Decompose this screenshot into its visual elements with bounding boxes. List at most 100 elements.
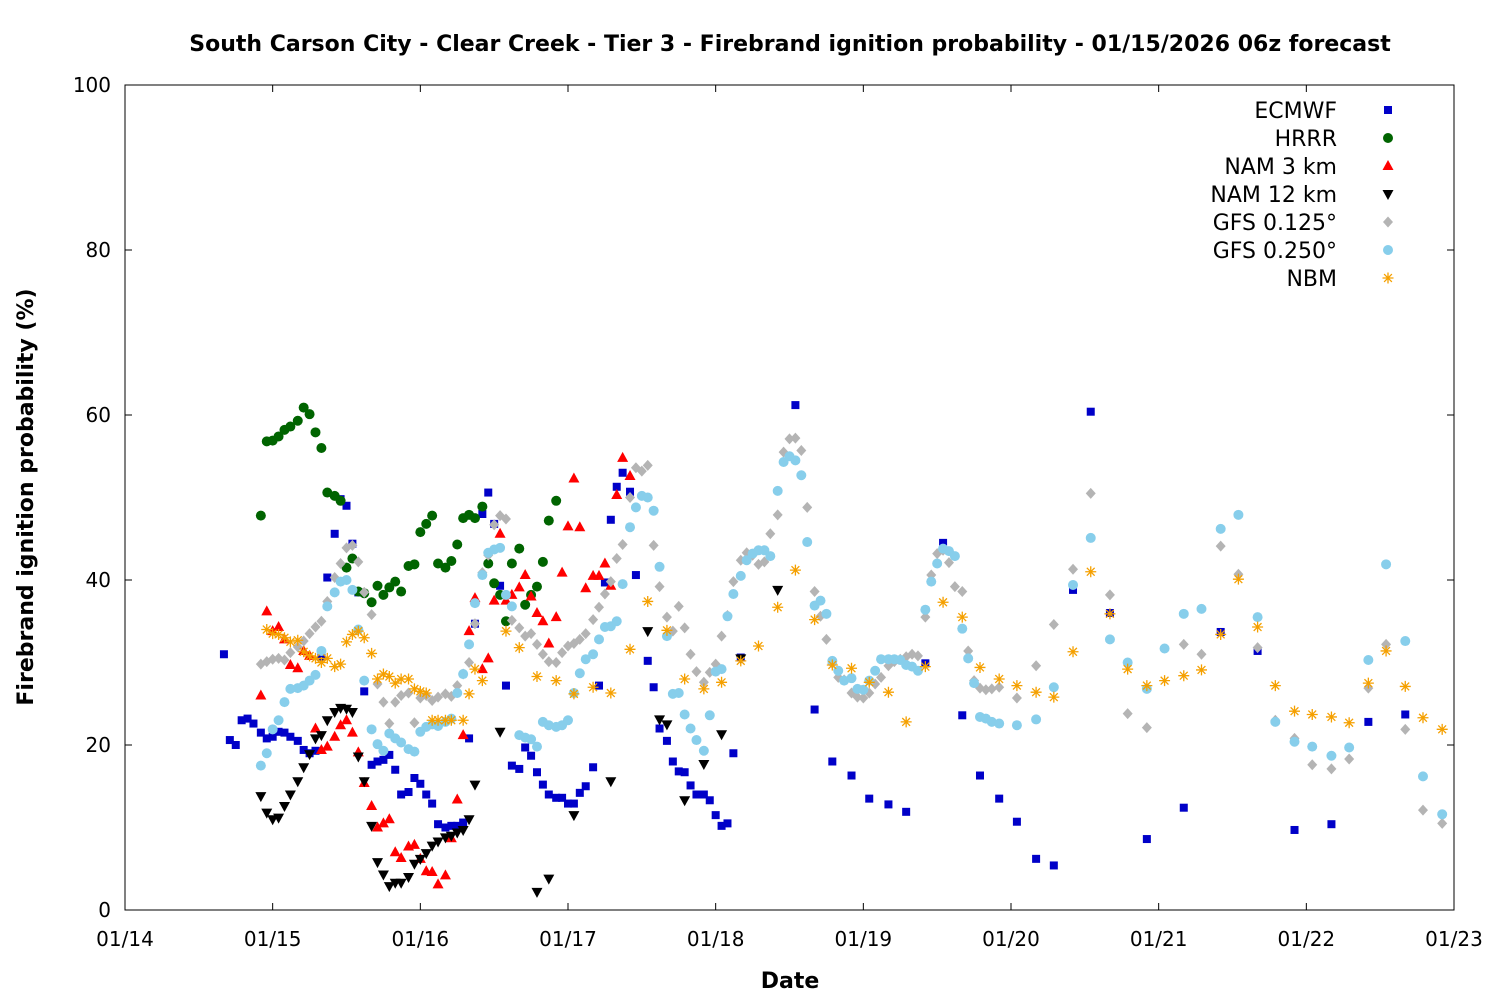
- data-point-gfs-0-125: [858, 692, 869, 704]
- data-point-nam-12-km: [661, 720, 673, 731]
- data-point-nbm: [752, 640, 764, 652]
- data-point-nam-12-km: [304, 750, 316, 761]
- data-point-nbm: [1252, 621, 1264, 633]
- data-point-ecmwf: [317, 652, 326, 661]
- data-point-gfs-0-125: [1085, 487, 1096, 499]
- data-point-nbm: [1030, 686, 1042, 698]
- data-point-nbm: [267, 628, 279, 640]
- data-point-nam-3-km: [556, 566, 568, 577]
- data-point-ecmwf: [810, 705, 819, 714]
- data-point-gfs-0-125: [772, 509, 783, 521]
- data-point-nbm: [587, 681, 599, 693]
- data-point-nam-12-km: [445, 831, 457, 842]
- legend-label-nbm: NBM: [1286, 267, 1337, 292]
- data-point-hrrr: [372, 580, 383, 591]
- data-point-nbm: [383, 671, 395, 683]
- data-point-nbm: [698, 683, 710, 695]
- data-point-nbm: [445, 714, 457, 726]
- data-point-nbm: [919, 661, 931, 673]
- data-point-nbm: [1362, 677, 1374, 689]
- data-point-gfs-0-125: [852, 691, 863, 703]
- series-layer: [219, 401, 1448, 898]
- data-point-gfs-0-250: [396, 737, 407, 748]
- data-point-nam-3-km: [568, 472, 580, 483]
- x-tick-label: 01/19: [835, 927, 893, 951]
- data-point-gfs-0-250: [409, 746, 420, 757]
- data-point-gfs-0-125: [335, 558, 346, 569]
- data-point-nbm: [513, 642, 525, 654]
- data-point-gfs-0-250: [574, 668, 585, 679]
- data-point-nbm: [389, 677, 401, 689]
- data-point-gfs-0-125: [648, 539, 659, 551]
- data-point-gfs-0-125: [310, 621, 321, 633]
- data-point-nam-3-km: [519, 569, 531, 580]
- data-point-nbm: [366, 647, 378, 659]
- data-point-ecmwf: [600, 578, 609, 587]
- data-point-nam-3-km: [432, 878, 444, 889]
- data-point-ecmwf: [902, 807, 911, 816]
- data-point-nam-3-km: [261, 605, 273, 616]
- data-point-gfs-0-125: [679, 622, 690, 634]
- data-point-nam-12-km: [329, 708, 341, 718]
- data-point-ecmwf: [330, 529, 339, 538]
- data-point-gfs-0-250: [1159, 643, 1170, 654]
- data-point-gfs-0-125: [506, 614, 517, 626]
- data-point-ecmwf: [884, 800, 893, 809]
- data-point-nbm: [1269, 680, 1281, 692]
- data-point-nam-3-km: [439, 869, 451, 880]
- data-point-nam-3-km: [426, 866, 438, 877]
- data-point-gfs-0-250: [920, 604, 931, 615]
- x-tick-label: 01/18: [687, 927, 745, 951]
- data-point-gfs-0-125: [396, 690, 407, 701]
- series-nbm: [261, 564, 1448, 735]
- data-point-gfs-0-250: [741, 555, 752, 566]
- x-tick-label: 01/21: [1130, 927, 1188, 951]
- data-point-gfs-0-125: [802, 501, 813, 513]
- data-point-nbm: [500, 625, 512, 637]
- data-point-ecmwf: [410, 774, 419, 782]
- data-point-ecmwf: [595, 681, 604, 690]
- data-point-ecmwf: [791, 401, 800, 410]
- legend-marker-nbm: [1382, 272, 1394, 284]
- data-point-ecmwf: [958, 711, 967, 720]
- legend-marker-ecmwf: [1384, 106, 1392, 114]
- data-point-nbm: [624, 643, 636, 655]
- data-point-gfs-0-250: [772, 485, 783, 496]
- data-point-hrrr: [520, 599, 531, 610]
- data-point-gfs-0-125: [1381, 638, 1392, 650]
- data-point-nbm: [414, 685, 426, 697]
- data-point-gfs-0-250: [1363, 655, 1374, 666]
- data-point-gfs-0-125: [605, 576, 616, 588]
- data-point-hrrr: [316, 443, 327, 453]
- data-point-gfs-0-250: [1085, 532, 1096, 543]
- data-point-gfs-0-125: [920, 611, 931, 623]
- data-point-gfs-0-250: [858, 684, 869, 695]
- data-point-nbm: [1325, 711, 1337, 723]
- data-point-hrrr: [440, 562, 451, 573]
- data-point-gfs-0-125: [531, 638, 542, 650]
- data-point-nbm: [439, 714, 451, 726]
- data-point-ecmwf: [606, 515, 615, 524]
- legend-marker-gfs-0-250: [1383, 245, 1393, 255]
- data-point-ecmwf: [243, 714, 252, 723]
- data-point-hrrr: [537, 556, 548, 567]
- data-point-nbm: [661, 624, 673, 636]
- data-point-gfs-0-250: [926, 576, 937, 587]
- data-point-nam-12-km: [395, 878, 407, 889]
- data-point-ecmwf: [299, 745, 308, 754]
- data-point-gfs-0-125: [1196, 648, 1207, 660]
- data-point-ecmwf: [428, 799, 437, 808]
- data-point-nbm: [605, 687, 617, 699]
- data-point-hrrr: [255, 510, 266, 521]
- data-point-hrrr: [427, 510, 438, 521]
- data-point-nam-3-km: [488, 594, 500, 605]
- data-point-nam-3-km: [273, 621, 285, 632]
- data-point-gfs-0-125: [267, 653, 278, 665]
- data-point-gfs-0-125: [285, 647, 296, 659]
- data-point-hrrr: [514, 543, 525, 554]
- data-point-nam-12-km: [284, 790, 296, 801]
- data-point-ecmwf: [404, 788, 413, 797]
- data-point-nbm: [937, 596, 949, 608]
- data-point-gfs-0-250: [846, 673, 857, 684]
- data-point-nam-12-km: [352, 752, 364, 763]
